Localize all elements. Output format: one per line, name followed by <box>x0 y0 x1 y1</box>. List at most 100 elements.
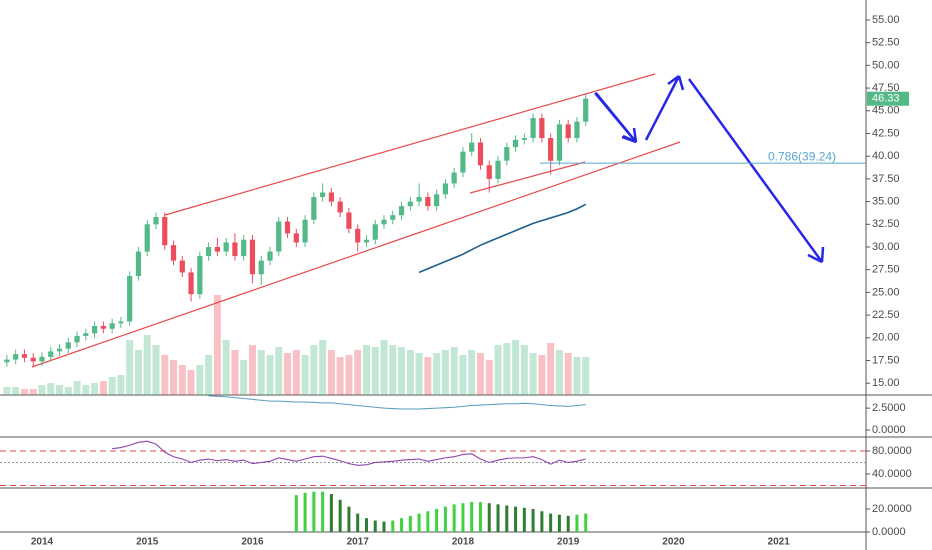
candle-body <box>390 215 396 220</box>
volume-bar <box>476 353 484 395</box>
candle-body <box>346 212 352 229</box>
candle-body <box>21 354 28 358</box>
arrow <box>687 78 825 264</box>
x-tick-label: 2020 <box>662 537 685 548</box>
volume-bar <box>380 340 388 395</box>
volume-bar <box>538 355 546 395</box>
candle-body <box>504 147 510 161</box>
y-tick-label: 2.5000 <box>872 402 906 414</box>
histogram-bar <box>584 513 588 532</box>
volume-bar <box>231 350 239 395</box>
histogram-bar <box>329 493 333 532</box>
y-tick-label: 0.0000 <box>872 424 906 436</box>
candle-body <box>320 192 326 198</box>
candle-body <box>162 217 168 246</box>
volume-bar <box>3 387 11 395</box>
candle-body <box>293 233 299 243</box>
volume-bar <box>20 389 28 395</box>
histogram-bar <box>408 515 412 532</box>
volume-bar <box>520 345 528 395</box>
y-tick-label: 80.0000 <box>872 445 912 457</box>
histogram-bar <box>294 495 298 532</box>
volume-bar <box>547 343 555 395</box>
candle-body <box>48 351 54 357</box>
candle-body <box>583 98 589 122</box>
volume-bar <box>433 353 441 395</box>
x-tick-label: 2014 <box>31 537 54 548</box>
volume-bar <box>91 383 99 395</box>
candle-body <box>556 124 563 161</box>
y-tick-label: 42.50 <box>872 127 900 139</box>
volume-bar <box>170 360 178 395</box>
histogram-bar <box>514 506 518 532</box>
volume-bar <box>73 381 81 395</box>
volume-bar <box>47 383 55 395</box>
histogram-bar <box>391 520 395 532</box>
candle-body <box>267 251 273 261</box>
arrow <box>644 74 685 141</box>
volume-bar <box>29 389 37 395</box>
histogram-bar <box>382 521 386 532</box>
histogram-bar <box>566 515 570 532</box>
histogram-bar <box>426 511 430 532</box>
candle-body <box>521 138 527 140</box>
histogram-bar <box>338 499 342 532</box>
candle-body <box>284 221 291 234</box>
y-tick-label: 20.0000 <box>872 503 912 515</box>
histogram-bar <box>549 513 553 532</box>
x-tick-label: 2016 <box>241 537 264 548</box>
price-tag-label: 46.33 <box>872 93 900 105</box>
candle-body <box>65 342 71 349</box>
histogram-bar <box>557 514 561 532</box>
histogram-bar <box>531 508 535 532</box>
candle-body <box>144 224 150 252</box>
candle-body <box>232 242 238 257</box>
candle-body <box>460 151 466 173</box>
candle-body <box>127 276 133 322</box>
y-tick-label: 47.50 <box>872 82 900 94</box>
volume-bar <box>248 345 256 395</box>
y-tick-label: 30.00 <box>872 241 900 253</box>
candle-body <box>434 194 440 207</box>
volume-bar <box>398 347 406 395</box>
candle-body <box>188 272 194 295</box>
candle-body <box>39 356 45 362</box>
candle-body <box>512 139 519 148</box>
candle-body <box>206 246 212 257</box>
histogram-bar <box>321 491 325 532</box>
volume-bar <box>205 355 213 395</box>
histogram-bar <box>303 492 307 532</box>
candle-body <box>495 160 501 179</box>
candle-body <box>258 260 264 275</box>
histogram-bar <box>575 514 579 532</box>
candle-body <box>83 333 89 336</box>
volume-bar <box>126 340 134 395</box>
candle-body <box>337 201 343 213</box>
volume-bar <box>345 355 353 395</box>
volume-bar <box>213 295 221 395</box>
volume-bar <box>275 347 283 395</box>
arrow <box>595 92 638 144</box>
candle-body <box>539 118 545 139</box>
candle-body <box>56 348 63 352</box>
volume-bar <box>240 360 248 395</box>
candle-body <box>170 245 177 261</box>
y-tick-label: 45.00 <box>872 105 900 117</box>
histogram-bar <box>373 520 377 532</box>
candle-body <box>109 323 115 329</box>
candle-body <box>486 165 492 179</box>
x-tick-label: 2015 <box>136 537 159 548</box>
volume-bar <box>555 350 563 395</box>
candle-body <box>416 197 422 202</box>
histogram-bar <box>347 506 351 532</box>
y-tick-label: 40.0000 <box>872 468 912 480</box>
candle-body <box>477 142 484 166</box>
histogram-bar <box>522 507 526 532</box>
fib-label: 0.786(39.24) <box>768 149 836 163</box>
candle-body <box>398 206 405 216</box>
volume-bar <box>415 353 423 395</box>
histogram-bar <box>470 502 474 532</box>
y-tick-label: 37.50 <box>872 173 900 185</box>
candle-body <box>30 357 36 362</box>
